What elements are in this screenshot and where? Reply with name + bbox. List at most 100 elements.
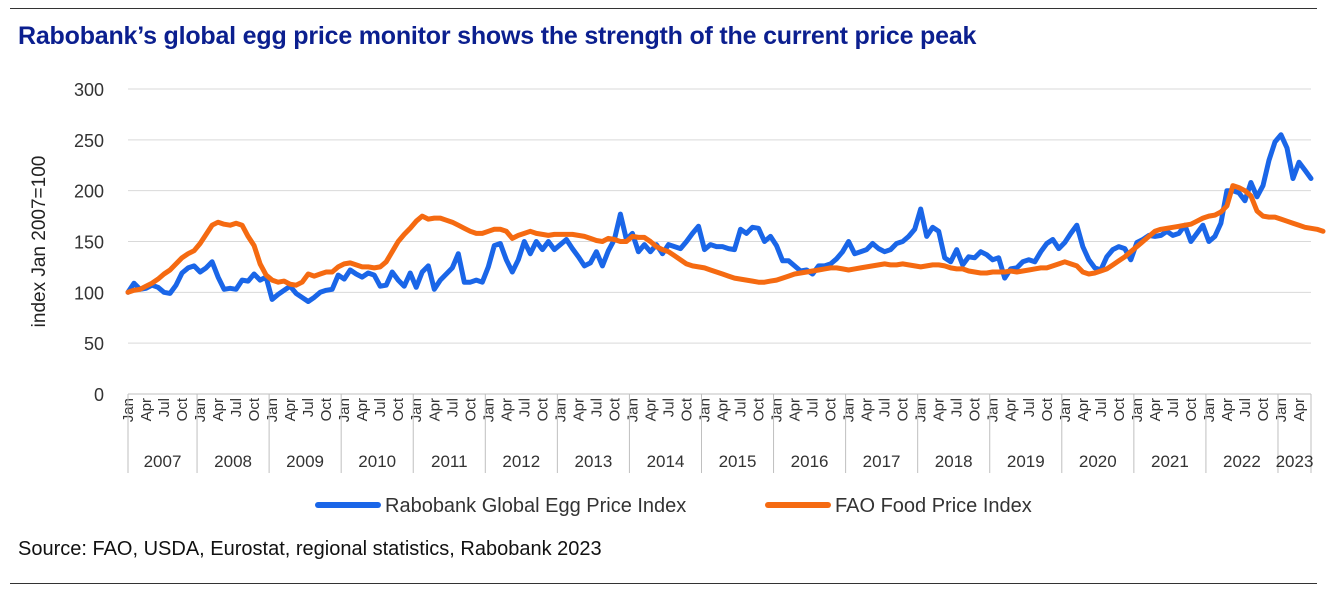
x-month-tick-label: Jul xyxy=(444,398,461,417)
bottom-rule xyxy=(10,583,1317,584)
x-month-tick-label: Apr xyxy=(282,398,299,421)
legend-item-egg: Rabobank Global Egg Price Index xyxy=(315,495,686,517)
y-tick-label: 150 xyxy=(74,233,104,253)
top-rule xyxy=(10,8,1317,9)
x-year-label: 2022 xyxy=(1223,452,1261,471)
x-month-tick-label: Oct xyxy=(246,397,263,421)
x-month-tick-label: Jul xyxy=(300,398,317,417)
x-month-tick-label: Apr xyxy=(859,398,876,421)
x-month-tick-label: Jul xyxy=(372,398,389,417)
y-tick-label: 0 xyxy=(94,385,104,405)
x-year-label: 2009 xyxy=(286,452,324,471)
x-month-tick-label: Apr xyxy=(931,398,948,421)
legend-label: FAO Food Price Index xyxy=(835,495,1032,517)
x-month-tick-label: Apr xyxy=(1003,398,1020,421)
x-month-tick-label: Oct xyxy=(462,397,479,421)
x-year-label: 2013 xyxy=(574,452,612,471)
x-month-tick-label: Oct xyxy=(895,397,912,421)
x-month-tick-label: Oct xyxy=(823,397,840,421)
x-month-tick-label: Oct xyxy=(390,397,407,421)
x-month-tick-label: Apr xyxy=(642,398,659,421)
x-month-tick-label: Jul xyxy=(877,398,894,417)
x-month-tick-label: Apr xyxy=(426,398,443,421)
x-month-tick-label: Jan xyxy=(408,398,425,422)
y-tick-label: 250 xyxy=(74,131,104,151)
x-year-label: 2019 xyxy=(1007,452,1045,471)
source-note: Source: FAO, USDA, Eurostat, regional st… xyxy=(18,538,602,560)
y-tick-label: 200 xyxy=(74,182,104,202)
x-month-tick-label: Oct xyxy=(967,397,984,421)
x-year-label: 2017 xyxy=(863,452,901,471)
x-month-tick-label: Apr xyxy=(138,398,155,421)
x-month-tick-label: Apr xyxy=(787,398,804,421)
x-month-tick-label: Jul xyxy=(228,398,245,417)
x-month-tick-label: Jul xyxy=(805,398,822,417)
x-month-tick-label: Oct xyxy=(1183,397,1200,421)
x-year-label: 2020 xyxy=(1079,452,1117,471)
x-month-tick-label: Jan xyxy=(769,398,786,422)
x-month-tick-label: Jan xyxy=(1201,398,1218,422)
x-month-tick-label: Apr xyxy=(1147,398,1164,421)
x-month-tick-label: Jan xyxy=(841,398,858,422)
x-year-label: 2014 xyxy=(647,452,685,471)
x-year-label: 2018 xyxy=(935,452,973,471)
x-month-tick-label: Apr xyxy=(570,398,587,421)
x-month-tick-label: Oct xyxy=(679,397,696,421)
x-month-tick-label: Jul xyxy=(1093,398,1110,417)
x-axis: Jan Apr Jul Oct Jan Apr Jul Oct Jan Apr Jul Oct Jan A… xyxy=(120,393,1314,473)
x-year-label: 2021 xyxy=(1151,452,1189,471)
x-month-tick-label: Oct xyxy=(1039,397,1056,421)
x-month-tick-label: Jul xyxy=(733,398,750,417)
x-month-tick-label: Apr xyxy=(1075,398,1092,421)
x-month-tick-label: Apr xyxy=(498,398,515,421)
x-month-tick-label: Jul xyxy=(516,398,533,417)
x-year-label: 2010 xyxy=(358,452,396,471)
x-month-tick-label: Jan xyxy=(1057,398,1074,422)
x-month-tick-label: Jan xyxy=(913,398,930,422)
y-axis: 0 50 100 150 200 250 300 index Jan 2007=100 xyxy=(29,80,104,405)
x-month-tick-label: Jan xyxy=(336,398,353,422)
x-month-tick-label: Jan xyxy=(697,398,714,422)
x-month-tick-label: Apr xyxy=(715,398,732,421)
x-month-tick-label: Oct xyxy=(318,397,335,421)
x-month-tick-label: Jul xyxy=(156,398,173,417)
x-month-tick-label: Jul xyxy=(588,398,605,417)
x-year-label: 2023 xyxy=(1276,452,1314,471)
legend-label: Rabobank Global Egg Price Index xyxy=(385,495,686,517)
x-month-tick-label: Oct xyxy=(174,397,191,421)
x-month-tick-label: Jul xyxy=(661,398,678,417)
x-month-tick-label: Jan xyxy=(624,398,641,422)
x-month-tick-label: Jan xyxy=(1129,398,1146,422)
x-month-tick-label: Jan xyxy=(480,398,497,422)
x-year-label: 2011 xyxy=(431,452,468,471)
x-month-tick-label: Jan xyxy=(264,398,281,422)
x-month-tick-label: Oct xyxy=(1255,397,1272,421)
x-month-tick-label: Jan xyxy=(552,398,569,422)
x-year-label: 2007 xyxy=(144,452,182,471)
legend: Rabobank Global Egg Price Index FAO Food … xyxy=(315,495,1032,517)
x-year-label: 2016 xyxy=(791,452,829,471)
x-year-label: 2015 xyxy=(719,452,757,471)
x-month-tick-label: Oct xyxy=(1111,397,1128,421)
series-lines xyxy=(125,132,1326,304)
legend-item-fao: FAO Food Price Index xyxy=(765,495,1032,517)
y-tick-label: 300 xyxy=(74,80,104,100)
x-month-tick-label: Jul xyxy=(949,398,966,417)
x-year-label: 2012 xyxy=(502,452,540,471)
x-month-tick-label: Oct xyxy=(534,397,551,421)
x-month-tick-label: Oct xyxy=(751,397,768,421)
egg-price-index-line xyxy=(125,132,1314,304)
gridlines xyxy=(128,88,1311,344)
y-tick-label: 100 xyxy=(74,283,104,303)
x-year-label: 2008 xyxy=(214,452,252,471)
y-tick-label: 50 xyxy=(84,334,104,354)
x-month-tick-label: Apr xyxy=(1291,398,1308,421)
x-month-tick-label: Oct xyxy=(606,397,623,421)
x-month-tick-label: Jul xyxy=(1237,398,1254,417)
x-month-tick-label: Apr xyxy=(210,398,227,421)
x-month-tick-label: Apr xyxy=(354,398,371,421)
x-month-tick-label: Jan xyxy=(192,398,209,422)
x-month-tick-label: Apr xyxy=(1219,398,1236,421)
fao-food-price-index-line xyxy=(125,183,1326,295)
